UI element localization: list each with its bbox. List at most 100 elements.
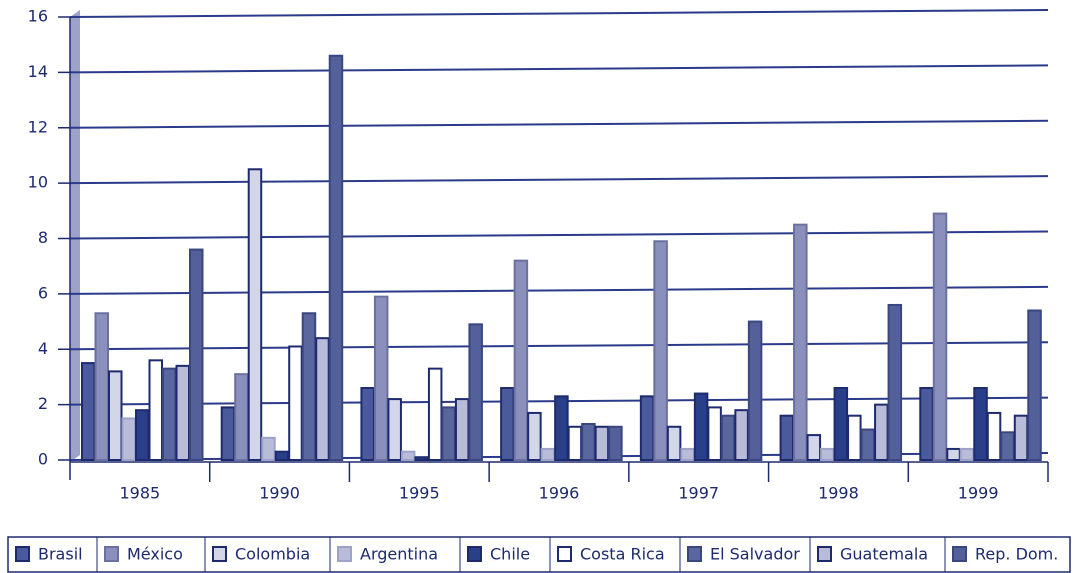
bar	[581, 423, 596, 462]
bar	[441, 406, 456, 461]
legend-label: El Salvador	[710, 545, 800, 564]
y-tick-label: 10	[28, 173, 48, 192]
grid-line	[69, 175, 1049, 185]
legend-label: Rep. Dom.	[975, 545, 1058, 564]
bar	[261, 436, 276, 462]
bar	[959, 447, 975, 461]
y-tick-label: 6	[38, 283, 48, 302]
legend-swatch	[952, 546, 967, 562]
bar	[887, 303, 903, 462]
bar	[986, 411, 1002, 461]
bar	[234, 373, 249, 462]
bar	[1027, 309, 1042, 461]
grid-line	[69, 9, 1049, 18]
legend-label: Brasil	[38, 545, 83, 564]
bar	[247, 168, 263, 461]
y-tick-label: 8	[38, 228, 48, 247]
bar	[919, 387, 934, 462]
bar	[1013, 414, 1029, 462]
bar	[806, 434, 822, 461]
x-tick-label: 1997	[678, 484, 719, 503]
bar	[360, 387, 375, 462]
bar	[387, 398, 402, 461]
x-tick-label: 1990	[259, 484, 300, 503]
back-wall	[70, 10, 80, 462]
bar	[135, 409, 150, 462]
bar	[148, 359, 163, 462]
bar	[779, 414, 795, 462]
bar	[860, 428, 876, 462]
legend-swatch	[212, 546, 227, 562]
bar	[874, 403, 889, 461]
legend-swatch	[337, 546, 352, 562]
bar	[454, 398, 470, 461]
y-tick-label: 4	[38, 339, 48, 358]
grid-line	[69, 119, 1049, 129]
y-tick-label: 0	[38, 450, 48, 469]
bar	[973, 387, 988, 462]
bar	[666, 425, 682, 461]
legend-label: Colombia	[235, 545, 310, 564]
bar	[932, 212, 948, 461]
legend-label: Argentina	[360, 545, 438, 564]
bar	[94, 312, 109, 461]
bar	[639, 395, 655, 462]
bar	[693, 392, 709, 461]
bar	[315, 337, 330, 461]
legend-swatch	[104, 546, 119, 562]
bar	[414, 456, 429, 462]
bar	[946, 447, 961, 461]
bar	[734, 409, 749, 462]
bar	[793, 223, 808, 461]
bar	[162, 367, 177, 462]
bar	[427, 367, 443, 462]
legend-label: Costa Rica	[580, 545, 665, 564]
legend-label: Guatemala	[840, 545, 928, 564]
bar	[707, 406, 722, 461]
bar	[554, 395, 569, 462]
bar	[680, 447, 695, 461]
bar	[189, 248, 204, 461]
bar	[567, 425, 583, 461]
bar	[847, 414, 862, 462]
bar	[121, 417, 136, 461]
x-tick-label: 1996	[539, 484, 580, 503]
y-tick-label: 16	[28, 7, 48, 26]
bar	[373, 295, 389, 461]
legend-swatch	[467, 546, 482, 562]
bar	[608, 425, 623, 461]
bar	[747, 320, 763, 461]
x-tick-label: 1999	[958, 484, 999, 503]
bar	[328, 54, 344, 461]
bar	[175, 364, 190, 461]
bar	[301, 312, 317, 461]
legend-box	[7, 536, 1071, 573]
x-tick-label: 1995	[399, 484, 440, 503]
bar	[468, 323, 483, 461]
bar	[500, 387, 515, 462]
grid-line	[69, 341, 1049, 351]
bar	[108, 370, 123, 461]
x-tick-label: 1998	[818, 484, 859, 503]
grid-line	[69, 230, 1049, 240]
bar	[653, 240, 668, 461]
legend-swatch	[557, 546, 572, 562]
y-tick-label: 14	[28, 62, 48, 81]
grid-line	[69, 285, 1049, 295]
bar	[833, 387, 849, 462]
bar	[400, 450, 416, 462]
x-tick-label: 1985	[119, 484, 160, 503]
bar	[220, 406, 236, 461]
bar	[820, 447, 835, 461]
bar	[527, 411, 542, 461]
legend-swatch	[15, 546, 30, 562]
legend-label: México	[127, 545, 183, 564]
legend-label: Chile	[490, 545, 530, 564]
legend-swatch	[687, 546, 702, 562]
bar	[1000, 431, 1015, 461]
y-tick-label: 2	[38, 394, 48, 413]
bar	[720, 414, 736, 462]
legend-swatch	[817, 546, 832, 562]
bar	[274, 450, 290, 462]
